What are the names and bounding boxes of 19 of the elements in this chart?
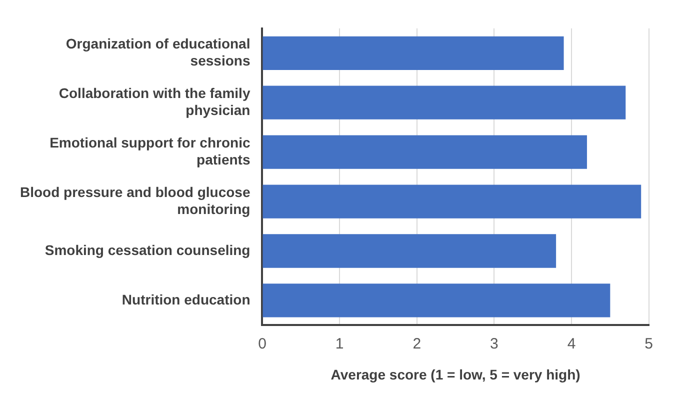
bar (262, 284, 610, 318)
y-tick-label: Collaboration with the family physician (58, 85, 250, 118)
y-tick-label: Emotional support for chronic patients (50, 134, 250, 168)
x-tick-label: 1 (335, 335, 344, 352)
bar (262, 135, 587, 169)
y-tick-label: Smoking cessation counseling (44, 242, 250, 258)
y-tick-label: Blood pressure and blood glucose monitoring (20, 184, 250, 217)
y-tick-label: Organization of educational sessions (66, 36, 250, 68)
bar (262, 36, 564, 70)
x-tick-label: 0 (258, 335, 266, 352)
x-axis-title: Average score (1 = low, 5 = very high) (330, 366, 580, 382)
y-tick-label: Nutrition education (122, 291, 250, 308)
x-tick-label: 4 (567, 335, 576, 352)
bar (262, 234, 556, 268)
bar (262, 86, 626, 120)
x-tick-label: 2 (412, 335, 422, 352)
x-tick-label: 3 (490, 335, 498, 352)
x-tick-label: 5 (644, 335, 653, 352)
bar (262, 184, 642, 218)
